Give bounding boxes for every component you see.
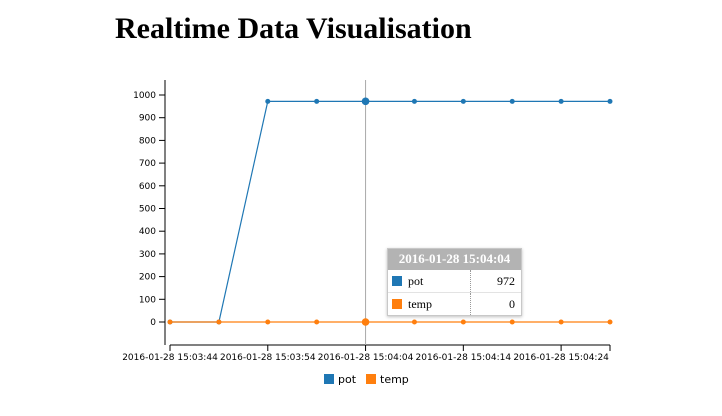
- x-tick-label: 2016-01-28 15:04:24: [513, 353, 609, 363]
- temp-data-point: [167, 319, 173, 325]
- y-axis: 0 100 200 300 400 500 600 700 800 900 1000: [133, 80, 166, 345]
- pot-data-point: [314, 98, 320, 104]
- pot-legend-swatch[interactable]: [324, 374, 334, 384]
- y-tick-label: 800: [139, 136, 156, 146]
- temp-data-point: [558, 319, 564, 325]
- temp-data-point: [216, 319, 222, 325]
- temp-data-point: [607, 319, 613, 325]
- pot-legend-label[interactable]: pot: [338, 373, 357, 386]
- y-tick-label: 600: [139, 182, 156, 192]
- temp-legend-label[interactable]: temp: [380, 373, 409, 386]
- pot-data-point: [607, 98, 613, 104]
- pot-data-point: [361, 97, 370, 106]
- y-tick-label: 100: [139, 295, 156, 305]
- temp-data-point: [509, 319, 515, 325]
- y-tick-label: 0: [150, 318, 156, 328]
- tooltip-row-pot: pot 972: [388, 270, 521, 293]
- x-tick-label: 2016-01-28 15:04:04: [318, 353, 414, 363]
- page-title: Realtime Data Visualisation: [115, 12, 472, 45]
- y-tick-label: 900: [139, 114, 156, 124]
- x-tick-label: 2016-01-28 15:03:44: [122, 353, 218, 363]
- temp-data-point: [265, 319, 271, 325]
- tooltip-series-value: 0: [470, 292, 521, 315]
- pot-data-point: [558, 98, 564, 104]
- x-tick-label: 2016-01-28 15:03:54: [220, 353, 316, 363]
- y-tick-label: 400: [139, 227, 156, 237]
- tooltip-table: pot 972 temp 0: [388, 270, 521, 315]
- y-tick-label: 700: [139, 159, 156, 169]
- tooltip-series-name: temp: [408, 296, 432, 311]
- y-tick-label: 300: [139, 250, 156, 260]
- pot-series-line: [170, 100, 610, 323]
- pot-data-point: [509, 98, 515, 104]
- y-tick-label: 1000: [133, 91, 156, 101]
- tooltip-header: 2016-01-28 15:04:04: [388, 249, 521, 270]
- temp-data-point: [361, 318, 370, 326]
- x-tick-label: 2016-01-28 15:04:14: [416, 353, 512, 363]
- pot-data-point: [411, 98, 417, 104]
- tooltip-series-name: pot: [408, 273, 424, 288]
- tooltip-series-value: 972: [470, 270, 521, 293]
- y-tick-label: 200: [139, 273, 156, 283]
- temp-data-point: [411, 319, 417, 325]
- tooltip-row-temp: temp 0: [388, 292, 521, 315]
- temp-data-point: [460, 319, 466, 325]
- temp-color-swatch: [392, 298, 402, 309]
- temp-data-point: [314, 319, 320, 325]
- data-tooltip: 2016-01-28 15:04:04 pot 972 temp 0: [387, 248, 522, 316]
- pot-data-point: [265, 98, 271, 104]
- temp-legend-swatch[interactable]: [366, 374, 376, 384]
- legend[interactable]: pot temp: [324, 373, 409, 386]
- y-tick-label: 500: [139, 205, 156, 215]
- pot-data-point: [460, 98, 466, 104]
- x-axis: 2016-01-28 15:03:44 2016-01-28 15:03:54 20…: [122, 344, 611, 363]
- series-lines: [167, 97, 613, 326]
- pot-color-swatch: [392, 275, 402, 286]
